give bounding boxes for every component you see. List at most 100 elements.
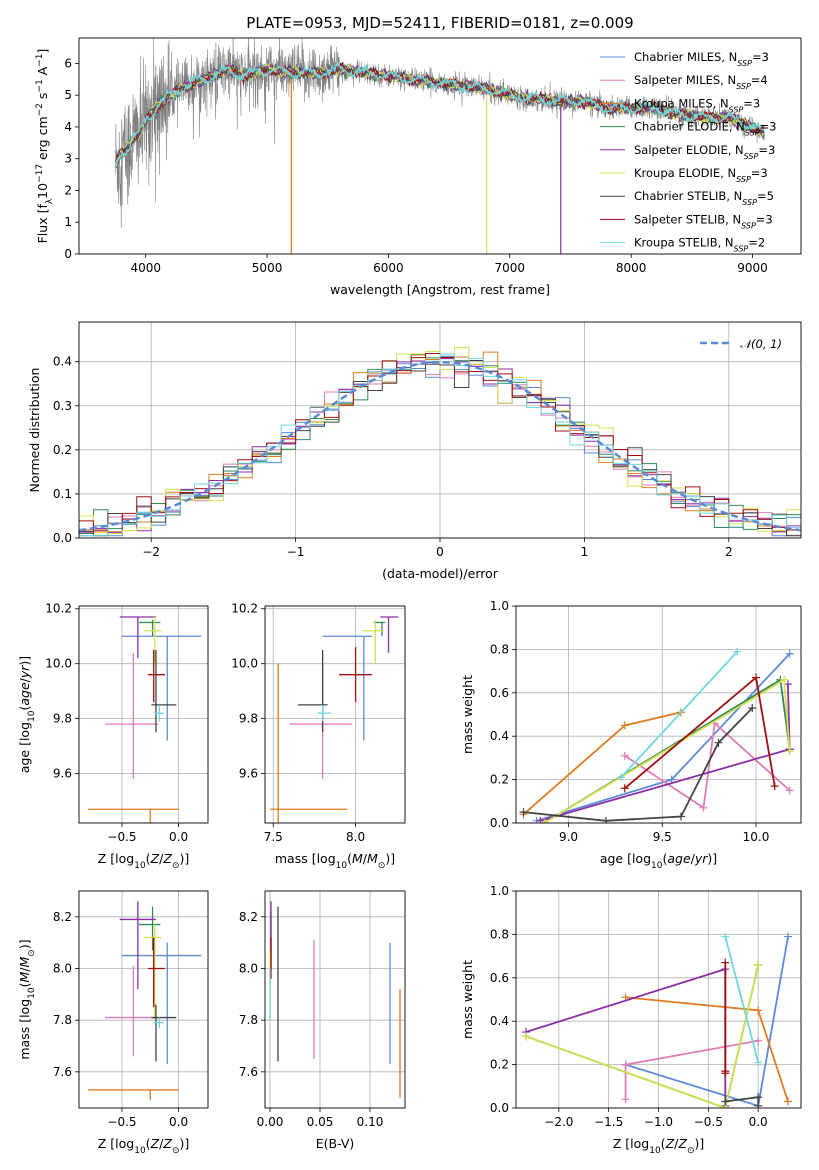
y-tick-label: 9.8 <box>239 712 258 726</box>
x-tick-label: 9000 <box>737 261 768 275</box>
axes-frame <box>515 890 802 1109</box>
x-tick-label: 8.0 <box>346 830 365 844</box>
weight-marker <box>770 782 779 791</box>
x-tick-label: 0.0 <box>169 1115 188 1129</box>
weight-line <box>543 678 791 823</box>
legend-label: Kroupa STELIB, NSSP=2 <box>634 236 765 254</box>
weight-line <box>522 711 682 815</box>
weight-marker <box>785 786 794 795</box>
y-tick-label: 2 <box>64 183 72 197</box>
weight-marker <box>780 675 789 684</box>
x-axis-label: wavelength [Angstrom, rest frame] <box>330 282 550 297</box>
weight-marker <box>617 773 625 782</box>
weight-marker <box>620 751 629 760</box>
axes-residual-histogram: −2 −1 0 1 2 0.0 0.1 0.2 0.3 0.4 (data-model)/error… <box>27 321 802 581</box>
y-tick-label: 0.4 <box>490 1014 509 1028</box>
weight-marker <box>620 721 629 730</box>
axes-weight-vs-Z: −2.0 −1.5 −1.0 −0.5 0.0 0.0 0.2 0.4 0.6 0.8 1.0 Z [… <box>460 884 802 1156</box>
figure-title: PLATE=0953, MJD=52411, FIBERID=0181, z=0… <box>246 14 633 32</box>
plot-area <box>79 322 801 538</box>
y-tick-label: 9.6 <box>53 767 72 781</box>
plot-area <box>265 606 405 823</box>
x-tick-label: 1 <box>581 545 589 559</box>
weight-marker <box>748 703 757 712</box>
weight-marker <box>620 784 629 793</box>
axes-frame <box>264 605 406 824</box>
x-tick-label: −2.0 <box>544 1115 573 1129</box>
axes-frame <box>78 605 209 824</box>
y-tick-label: 7.8 <box>239 1013 258 1027</box>
x-axis-label: (data-model)/error <box>382 566 499 581</box>
axes-mass-vs-Z: −0.5 0.0 7.6 7.8 8.0 8.2 Z [log10(Z/Z⊙)] mass [… <box>17 890 209 1156</box>
weight-line <box>525 964 760 1108</box>
plot-area <box>265 891 405 1108</box>
weight-marker <box>621 1095 630 1104</box>
y-tick-label: 1.0 <box>490 884 509 898</box>
plot-area <box>114 38 765 254</box>
x-tick-label: 0.0 <box>749 1115 768 1129</box>
y-tick-label: 5 <box>64 88 72 102</box>
weight-marker <box>754 1036 763 1045</box>
weight-marker <box>519 808 528 817</box>
weight-marker <box>602 816 610 823</box>
y-axis-label: Flux [fλ10−17 erg cm−2 s−1 A−1] <box>35 49 55 244</box>
x-tick-label: 0 <box>436 545 444 559</box>
weight-marker <box>784 932 793 941</box>
y-tick-label: 0.0 <box>490 816 509 830</box>
legend-label: Chabrier ELODIE, NSSP=3 <box>634 120 776 138</box>
axes-age-vs-Z: −0.5 0.0 9.6 9.8 10.0 10.2 Z [log10(Z/Z⊙)] age … <box>17 602 209 871</box>
weight-line <box>724 936 760 1063</box>
x-axis-label: Z [log10(Z/Z⊙)] <box>98 1136 190 1156</box>
y-axis-label: mass [log10(M/M⊙)] <box>17 939 37 1059</box>
x-tick-label: 8000 <box>616 261 647 275</box>
x-axis-label: age [log10(age/yr)] <box>600 851 717 871</box>
legend-label: Chabrier STELIB, NSSP=5 <box>634 189 774 207</box>
x-tick-label: −0.5 <box>107 830 136 844</box>
x-tick-label: −1.5 <box>594 1115 623 1129</box>
histogram-step <box>79 363 801 536</box>
plot-area <box>516 606 801 823</box>
y-tick-label: 0.8 <box>490 927 509 941</box>
y-tick-label: 0.2 <box>490 1058 509 1072</box>
axes-frame <box>78 890 209 1109</box>
x-tick-label: 7000 <box>494 261 525 275</box>
y-tick-label: 8.2 <box>239 910 258 924</box>
y-tick-label: 10.0 <box>45 657 72 671</box>
y-tick-label: 0.0 <box>53 531 72 545</box>
axes-frame <box>264 890 406 1109</box>
x-tick-label: 0.0 <box>169 830 188 844</box>
y-axis-label: Normed distribution <box>27 368 42 493</box>
axes-age-vs-mass: 7.5 8.0 9.6 9.8 10.0 10.2 mass [log10(M/M⊙)] <box>231 602 406 871</box>
weight-line <box>525 964 760 1108</box>
y-axis-label: mass weight <box>460 960 475 1039</box>
plots-layer: 4000 5000 6000 7000 8000 9000 0 1 2 3 4 5 6 wavelengt… <box>17 37 802 1156</box>
axes-weight-vs-age: 9.0 9.5 10.0 0.0 0.2 0.4 0.6 0.8 1.0 age [log10(a… <box>460 599 802 871</box>
y-tick-label: 7.6 <box>53 1065 72 1079</box>
weight-marker <box>785 649 794 658</box>
y-tick-label: 8.0 <box>53 962 72 976</box>
normal-curve <box>79 360 801 532</box>
x-axis-label: E(B-V) <box>316 1136 355 1151</box>
weight-marker <box>521 1032 530 1041</box>
model-line <box>114 60 765 165</box>
model-line <box>115 63 765 162</box>
y-axis-label: age [log10(age/yr)] <box>17 656 37 773</box>
x-tick-label: −2 <box>142 545 160 559</box>
y-tick-label: 9.8 <box>53 712 72 726</box>
legend-label: 𝒩(0, 1) <box>740 337 782 351</box>
weight-line <box>536 653 791 822</box>
x-tick-label: 0.00 <box>257 1115 284 1129</box>
axes-spectrum: 4000 5000 6000 7000 8000 9000 0 1 2 3 4 5 6 wavelengt… <box>35 37 802 297</box>
x-tick-label: 5000 <box>252 261 283 275</box>
y-tick-label: 0.3 <box>53 399 72 413</box>
x-tick-label: −1.0 <box>644 1115 673 1129</box>
plot-area <box>79 891 208 1108</box>
weight-marker <box>784 1097 793 1106</box>
weight-marker <box>699 803 708 812</box>
y-tick-label: 4 <box>64 120 72 134</box>
y-tick-label: 0.2 <box>490 773 509 787</box>
axes-frame <box>515 605 802 824</box>
x-tick-label: 4000 <box>130 261 161 275</box>
weight-marker <box>721 1097 730 1106</box>
weight-marker <box>754 1058 763 1067</box>
